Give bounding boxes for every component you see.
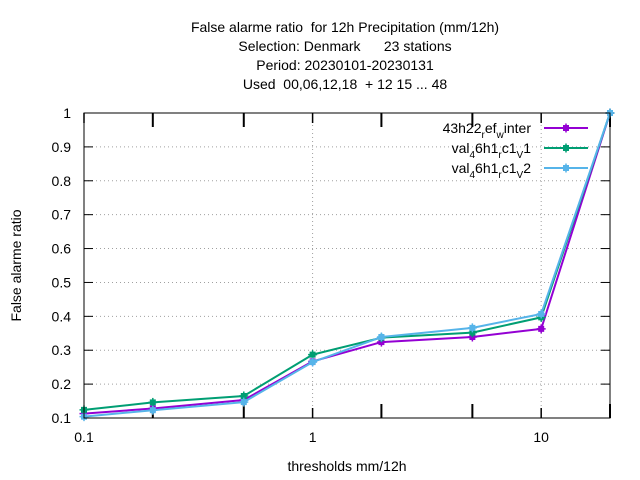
- y-tick-label: 0.3: [52, 342, 72, 358]
- title-line-2: Selection: Denmark 23 stations: [238, 38, 451, 54]
- title-line-3: Period: 20230101-20230131: [256, 57, 434, 73]
- data-point: [376, 332, 386, 342]
- grid: [84, 113, 610, 418]
- series-2: [79, 108, 615, 415]
- data-point: [467, 323, 477, 333]
- y-tick-label: 0.1: [52, 410, 72, 426]
- y-tick-label: 0.7: [52, 207, 72, 223]
- data-point: [536, 309, 546, 319]
- axis-ticks: 0.1 0.2 0.3 0.4 0.5 0.6 0.7 0.8 0.9 1 0.1 1 10: [52, 105, 611, 445]
- legend-label: val46h1rc1V1: [452, 140, 532, 161]
- legend-marker: [561, 163, 571, 173]
- data-point: [308, 357, 318, 367]
- y-tick-label: 0.6: [52, 241, 72, 257]
- y-axis-label: False alarme ratio: [8, 209, 24, 321]
- y-tick-label: 0.4: [52, 308, 72, 324]
- y-tick-label: 0.5: [52, 274, 72, 290]
- series-layer: [79, 108, 615, 422]
- data-point: [148, 405, 158, 415]
- legend-item-2: val46h1rc1V1: [452, 140, 588, 161]
- series-3: [79, 108, 615, 422]
- series-line-2: [83, 112, 611, 411]
- title-line-4: Used 00,06,12,18 + 12 15 ... 48: [243, 76, 448, 92]
- y-tick-label: 0.8: [52, 173, 72, 189]
- data-point: [148, 397, 158, 407]
- y-tick-label: 0.2: [52, 376, 72, 392]
- legend-label: val46h1rc1V2: [452, 160, 532, 181]
- x-tick-label: 0.1: [74, 429, 94, 445]
- title-line-1: False alarme ratio for 12h Precipitation…: [191, 19, 499, 35]
- x-tick-label: 10: [533, 429, 549, 445]
- x-tick-label: 1: [309, 429, 317, 445]
- y-tick-label: 1: [63, 105, 71, 121]
- legend-marker: [561, 123, 571, 133]
- legend-item-1: 43h22refwinter: [443, 120, 588, 141]
- data-point: [536, 324, 546, 334]
- legend-marker: [561, 143, 571, 153]
- series-line-3: [83, 112, 611, 418]
- series-1: [79, 108, 615, 419]
- legend-label: 43h22refwinter: [443, 120, 532, 141]
- y-tick-label: 0.9: [52, 139, 72, 155]
- data-point: [239, 397, 249, 407]
- series-line-1: [83, 112, 611, 415]
- x-axis-label: thresholds mm/12h: [287, 458, 406, 474]
- plot-frame: [83, 112, 611, 419]
- chart-title: False alarme ratio for 12h Precipitation…: [191, 19, 499, 92]
- legend-item-3: val46h1rc1V2: [452, 160, 588, 181]
